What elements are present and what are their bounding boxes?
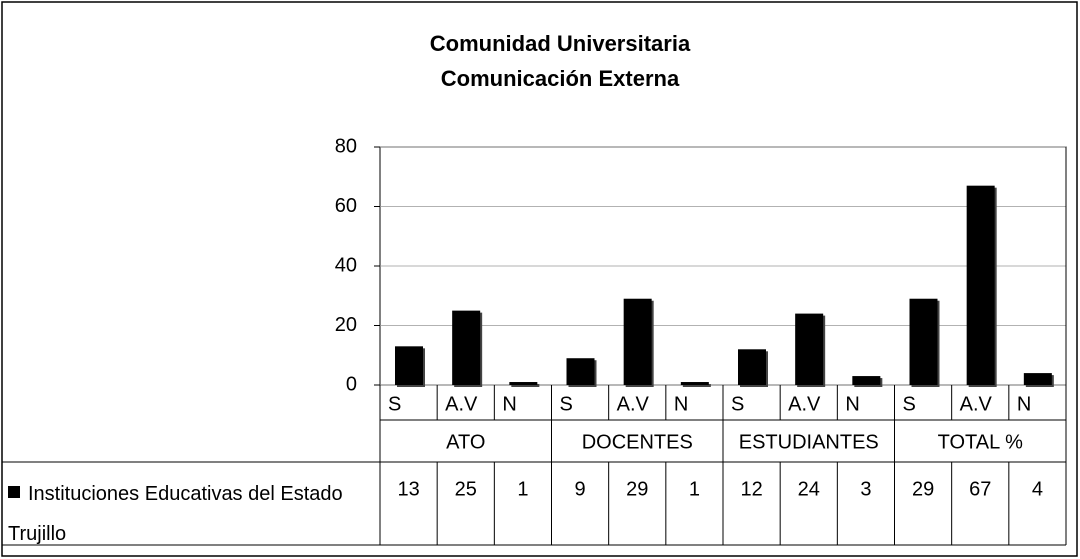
group-label: ESTUDIANTES [739, 431, 879, 453]
group-label: DOCENTES [582, 431, 693, 453]
table-value: 67 [969, 478, 991, 500]
y-tick-label: 40 [335, 254, 357, 276]
table-value: 4 [1032, 478, 1043, 500]
x-tick-label: A.V [788, 393, 821, 415]
table-value: 9 [575, 478, 586, 500]
table-value: 12 [740, 478, 762, 500]
bar [909, 298, 938, 385]
table-value: 1 [689, 478, 700, 500]
x-tick-label: N [1017, 393, 1031, 415]
y-tick-label: 20 [335, 314, 357, 336]
table-value: 1 [517, 478, 528, 500]
bar [452, 310, 481, 385]
bar-shadow [682, 384, 711, 387]
table-value: 13 [397, 478, 419, 500]
bar [566, 358, 595, 385]
table-value: 29 [912, 478, 934, 500]
bar [795, 313, 824, 385]
bar [738, 349, 766, 385]
bar-shadow [511, 384, 540, 387]
bar [1023, 373, 1052, 385]
x-tick-label: S [903, 393, 916, 415]
x-tick-label: A.V [445, 393, 478, 415]
bar [509, 382, 538, 385]
chart-title: Comunidad Universitaria [430, 31, 691, 56]
table-value: 24 [798, 478, 820, 500]
x-tick-label: N [674, 393, 688, 415]
table-value: 29 [626, 478, 648, 500]
legend-key [8, 486, 20, 498]
x-tick-label: S [560, 393, 573, 415]
group-label: ATO [446, 431, 485, 453]
chart-title: Comunicación Externa [441, 66, 680, 91]
bar [680, 382, 709, 385]
x-tick-label: S [731, 393, 744, 415]
y-tick-label: 60 [335, 195, 357, 217]
table-value: 25 [455, 478, 477, 500]
bar [623, 298, 652, 385]
legend-label: Instituciones Educativas del Estado Truj… [8, 483, 343, 545]
legend: Instituciones Educativas del Estado Truj… [8, 474, 376, 554]
x-tick-label: N [502, 393, 516, 415]
y-tick-label: 0 [346, 373, 357, 395]
table-value: 3 [860, 478, 871, 500]
x-tick-label: N [845, 393, 859, 415]
y-tick-label: 80 [335, 135, 357, 157]
group-label: TOTAL % [938, 431, 1023, 453]
bar [852, 376, 881, 385]
x-tick-label: A.V [960, 393, 993, 415]
bar [966, 185, 995, 385]
bar [395, 346, 423, 385]
x-tick-label: A.V [617, 393, 650, 415]
x-tick-label: S [388, 393, 401, 415]
